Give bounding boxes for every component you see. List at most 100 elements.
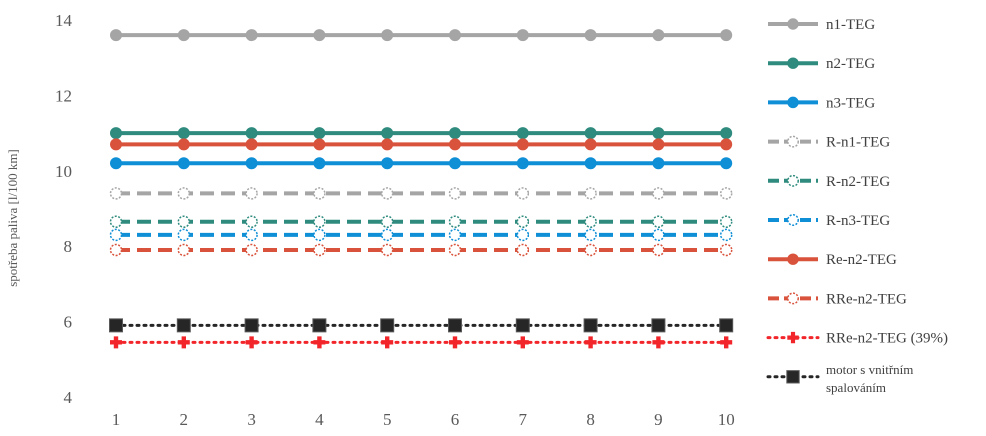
data-point — [652, 29, 665, 42]
series-line — [110, 138, 733, 151]
data-point — [380, 228, 394, 242]
data-point — [719, 318, 734, 333]
data-point — [109, 187, 123, 200]
data-point — [177, 187, 191, 200]
legend-item: RRe-n2-TEG — [768, 291, 907, 307]
data-point — [313, 336, 326, 349]
data-point — [787, 57, 799, 69]
data-point — [177, 243, 191, 257]
data-point — [787, 292, 799, 305]
data-point — [448, 228, 462, 242]
series-line — [110, 127, 733, 140]
data-point — [177, 228, 191, 242]
data-point — [787, 135, 799, 148]
series-line — [110, 157, 733, 170]
data-point — [449, 29, 461, 42]
y-axis-ticks: 4 6 8 10 12 14 — [55, 11, 73, 407]
data-point — [720, 138, 733, 151]
data-point — [652, 157, 665, 170]
data-point — [652, 336, 665, 349]
data-point — [245, 157, 258, 170]
data-point — [245, 336, 258, 349]
x-tick-label: 3 — [247, 410, 256, 429]
series-line — [109, 187, 733, 200]
y-tick-label: 8 — [64, 237, 73, 256]
legend-item: motor s vnitřním spalováním — [766, 362, 913, 395]
data-point — [720, 336, 733, 349]
legend-item: R-n2-TEG — [768, 174, 890, 190]
series-line — [109, 243, 733, 257]
data-point — [583, 318, 598, 333]
x-tick-label: 6 — [451, 410, 460, 429]
y-tick-label: 10 — [55, 162, 72, 181]
series-line — [109, 318, 734, 333]
legend-item: n2-TEG — [768, 56, 875, 72]
x-tick-label: 1 — [112, 410, 121, 429]
data-point — [516, 243, 530, 257]
data-point — [448, 187, 462, 200]
data-point — [651, 318, 666, 333]
legend-item: Re-n2-TEG — [768, 252, 897, 268]
data-point — [177, 215, 191, 228]
series-group — [109, 29, 734, 349]
data-point — [380, 243, 394, 257]
data-point — [584, 138, 597, 151]
data-point — [245, 215, 258, 228]
legend-label: R-n1-TEG — [826, 135, 890, 151]
data-point — [381, 127, 394, 140]
data-point — [584, 157, 597, 170]
y-tick-label: 14 — [55, 11, 73, 30]
data-point — [516, 215, 530, 228]
data-point — [110, 138, 122, 151]
legend-label: RRe-n2-TEG — [826, 291, 907, 307]
legend-label: n1-TEG — [826, 17, 875, 33]
data-point — [312, 318, 327, 333]
data-point — [177, 336, 190, 349]
data-point — [515, 318, 530, 333]
data-point — [449, 127, 461, 140]
data-point — [652, 228, 665, 242]
data-point — [719, 228, 733, 242]
data-point — [516, 127, 529, 140]
legend-item: n1-TEG — [768, 17, 875, 33]
x-tick-label: 8 — [586, 410, 595, 429]
data-point — [109, 318, 123, 333]
x-tick-label: 10 — [718, 410, 735, 429]
data-point — [584, 228, 597, 242]
data-point — [176, 318, 191, 333]
data-point — [245, 138, 258, 151]
data-point — [787, 253, 799, 265]
x-tick-label: 7 — [519, 410, 528, 429]
data-point — [652, 138, 665, 151]
data-point — [652, 127, 665, 140]
data-point — [516, 157, 529, 170]
data-point — [652, 187, 665, 200]
data-point — [516, 228, 530, 242]
data-point — [380, 187, 394, 200]
data-point — [381, 29, 394, 42]
data-point — [245, 187, 258, 200]
legend-label: RRe-n2-TEG (39%) — [826, 331, 948, 347]
y-tick-label: 12 — [55, 86, 72, 105]
y-axis-label: spotřeba paliva [l/100 km] — [5, 149, 20, 287]
x-tick-label: 4 — [315, 410, 324, 429]
y-tick-label: 4 — [64, 388, 73, 407]
data-point — [652, 215, 665, 228]
data-point — [313, 215, 326, 228]
data-point — [786, 370, 800, 384]
data-point — [313, 187, 326, 200]
data-point — [787, 96, 799, 109]
legend: n1-TEG n2-TEG n3-TEG R-n1-TEG R-n2-TEG R-n3-T… — [766, 17, 948, 395]
legend-item: R-n3-TEG — [768, 213, 890, 229]
data-point — [449, 138, 461, 151]
series-line — [110, 336, 733, 349]
y-tick-label: 6 — [64, 313, 73, 332]
legend-label: n3-TEG — [826, 95, 875, 111]
data-point — [584, 243, 597, 257]
data-point — [584, 127, 597, 140]
data-point — [110, 336, 122, 349]
data-point — [719, 215, 733, 228]
data-point — [516, 29, 529, 42]
